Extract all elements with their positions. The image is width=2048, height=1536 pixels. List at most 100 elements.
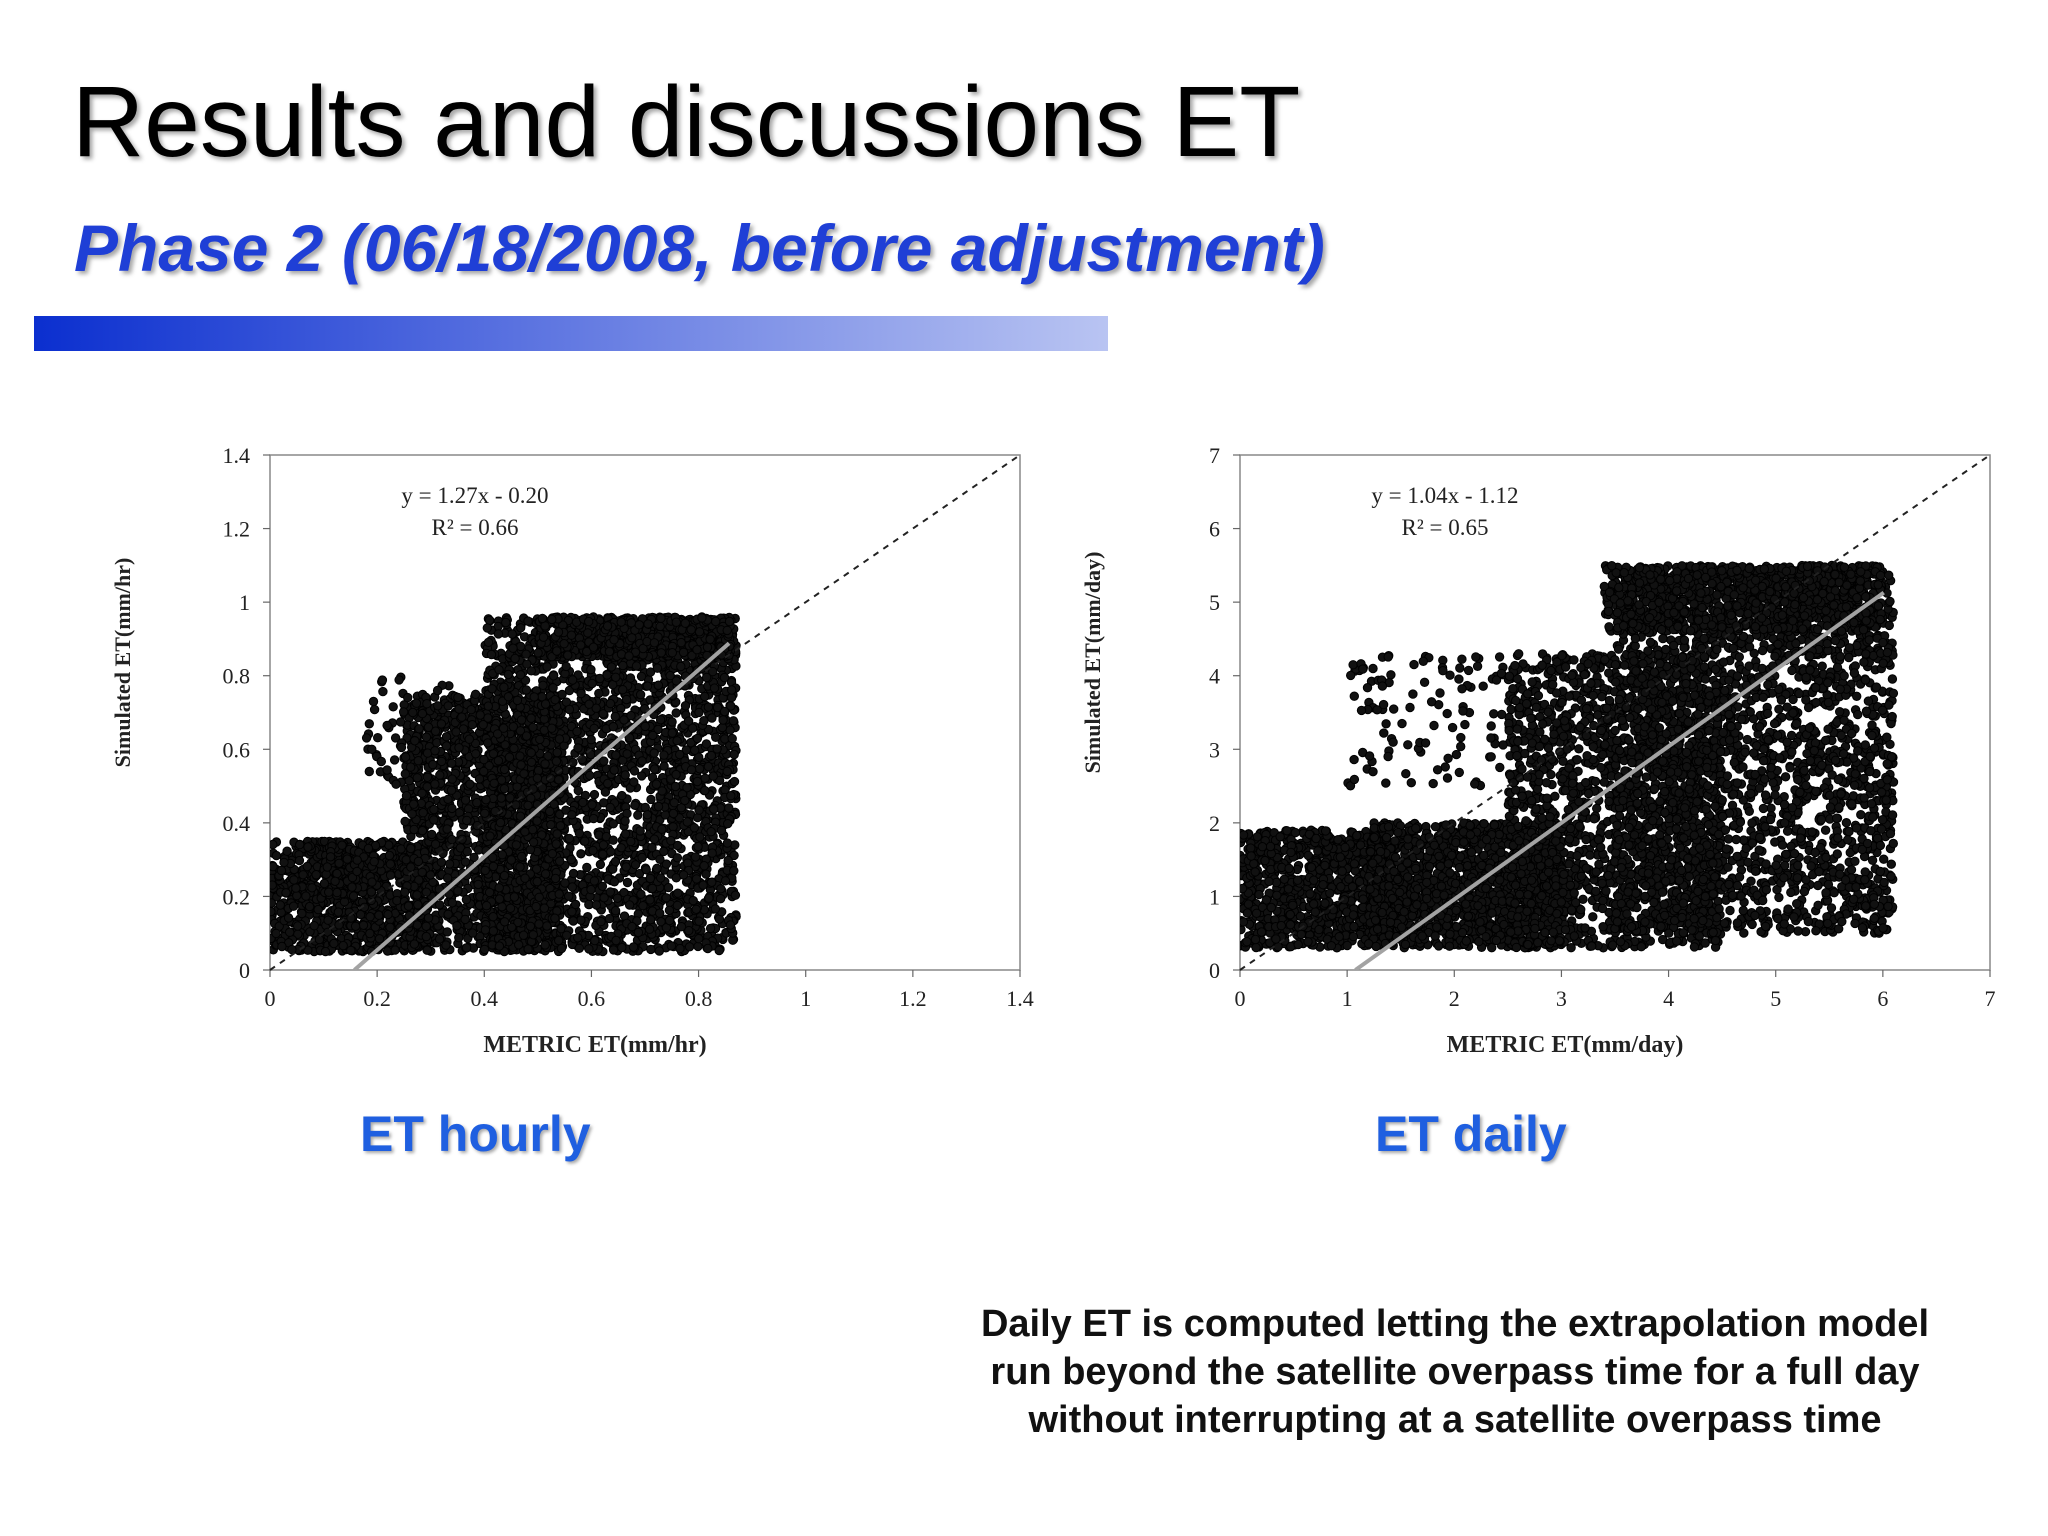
data-point: [594, 830, 604, 840]
data-point: [682, 817, 692, 827]
data-point: [564, 891, 574, 901]
data-point: [663, 882, 674, 893]
data-point: [636, 889, 646, 899]
data-point: [346, 945, 356, 956]
data-point: [584, 699, 594, 709]
x-tick-label: 1.2: [899, 986, 927, 1011]
data-point: [507, 922, 517, 932]
data-point: [365, 912, 375, 922]
data-point: [549, 799, 559, 809]
data-point: [406, 862, 416, 872]
data-point: [576, 915, 586, 925]
data-point: [461, 894, 472, 905]
data-point: [680, 701, 691, 711]
data-point: [698, 880, 708, 890]
data-point: [526, 748, 536, 758]
data-point: [645, 873, 655, 884]
data-point: [483, 738, 493, 748]
data-point: [442, 824, 452, 834]
data-point: [568, 757, 578, 768]
data-point: [608, 819, 618, 829]
data-point: [705, 923, 716, 934]
data-point: [599, 893, 609, 903]
data-point: [291, 883, 301, 893]
data-point: [574, 828, 585, 839]
data-point: [709, 683, 720, 693]
x-tick-label: 0.4: [471, 986, 499, 1011]
chart-hourly: 0 0.2 0.4 0.6 0.8 1 1.2 1.4 0 0.2 0.4 0.6 0.8 1 1.2 1.4…: [95, 435, 1045, 1075]
data-point: [540, 759, 550, 769]
data-point: [595, 859, 606, 870]
data-point: [497, 902, 507, 912]
data-point: [649, 834, 660, 844]
data-point: [493, 629, 504, 639]
data-point: [460, 857, 471, 867]
data-point: [652, 863, 662, 873]
data-point: [624, 900, 635, 910]
data-point: [626, 710, 636, 721]
data-point: [418, 808, 428, 818]
data-point: [576, 849, 586, 859]
data-point: [287, 944, 297, 955]
data-point: [297, 908, 307, 919]
data-point: [707, 877, 717, 887]
data-point: [626, 836, 636, 847]
data-point: [729, 776, 740, 787]
data-point: [333, 907, 344, 917]
data-point: [472, 798, 482, 808]
data-point: [499, 764, 510, 775]
data-point: [385, 859, 396, 869]
data-point: [564, 704, 575, 715]
data-point: [724, 803, 734, 813]
data-point: [695, 832, 705, 842]
data-point: [485, 831, 495, 841]
data-point: [435, 900, 445, 910]
x-tick-label: 0: [265, 986, 276, 1011]
data-point: [429, 804, 439, 815]
data-point: [610, 856, 621, 867]
data-point: [693, 841, 703, 852]
data-point: [561, 661, 571, 672]
data-point: [401, 791, 412, 801]
data-point: [597, 881, 608, 891]
data-point: [554, 775, 564, 785]
data-point: [647, 842, 657, 853]
data-point: [447, 898, 457, 908]
y-tick-label: 0.4: [223, 811, 251, 836]
data-point: [501, 617, 511, 628]
data-point: [412, 773, 422, 783]
data-point: [442, 927, 452, 937]
data-point: [659, 750, 669, 760]
data-point: [494, 665, 504, 675]
data-point: [562, 930, 572, 940]
data-point: [675, 943, 685, 954]
data-point: [516, 715, 527, 725]
slide-title: Results and discussions ET: [72, 66, 1301, 178]
data-point: [550, 695, 560, 705]
data-point: [655, 854, 665, 864]
data-point: [617, 790, 627, 801]
data-point: [648, 730, 658, 741]
data-point: [703, 943, 713, 954]
data-point: [540, 699, 551, 709]
data-point: [350, 921, 361, 931]
data-point: [655, 715, 666, 725]
data-point: [673, 888, 683, 898]
data-point: [421, 931, 431, 942]
data-point: [556, 943, 567, 954]
data-point: [548, 671, 559, 681]
data-point: [417, 867, 427, 877]
data-point: [712, 744, 722, 754]
data-point: [644, 924, 655, 934]
y-tick-label: 0.6: [223, 737, 251, 762]
data-point: [699, 716, 709, 726]
data-point: [499, 682, 509, 692]
data-point: [672, 900, 683, 911]
data-point: [694, 916, 704, 926]
data-point: [293, 921, 303, 931]
data-point: [441, 741, 452, 751]
data-point: [494, 941, 505, 951]
data-point: [690, 745, 700, 755]
data-point: [276, 865, 287, 876]
data-point: [409, 939, 420, 949]
